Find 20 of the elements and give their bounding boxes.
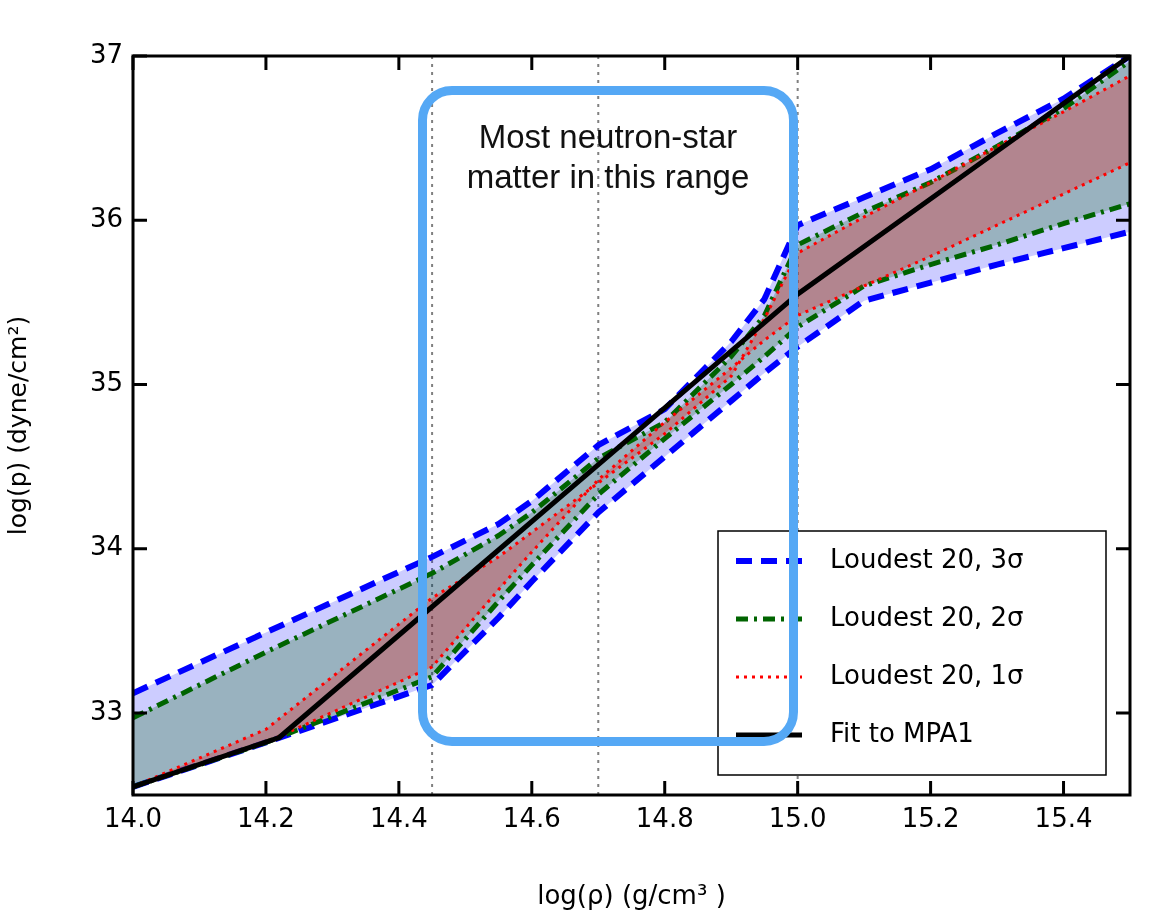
y-axis-title: log(p) (dyne/cm²) — [2, 315, 32, 536]
x-tick-label: 15.4 — [1034, 803, 1093, 834]
legend-label: Fit to MPA1 — [830, 717, 974, 748]
x-tick-label: 14.4 — [369, 803, 428, 834]
x-tick-label: 14.8 — [635, 803, 694, 834]
x-tick-label: 14.2 — [236, 803, 295, 834]
x-tick-label: 15.2 — [901, 803, 960, 834]
y-tick-label: 34 — [89, 531, 123, 562]
x-tick-label: 15.0 — [768, 803, 827, 834]
x-tick-label: 14.0 — [104, 803, 162, 834]
legend-label: Loudest 20, 3σ — [830, 543, 1024, 574]
y-tick-label: 36 — [89, 202, 123, 233]
x-axis-title: log(ρ) (g/cm³ ) — [537, 880, 726, 911]
y-tick-label: 33 — [89, 695, 123, 726]
x-tick-label: 14.6 — [502, 803, 561, 834]
rounded-frame: Most neutron-star matter in this range — [418, 86, 798, 746]
y-tick-label: 35 — [89, 367, 123, 398]
legend-label: Loudest 20, 2σ — [830, 601, 1024, 632]
legend-label: Loudest 20, 1σ — [830, 659, 1024, 690]
y-tick-label: 37 — [89, 38, 123, 69]
